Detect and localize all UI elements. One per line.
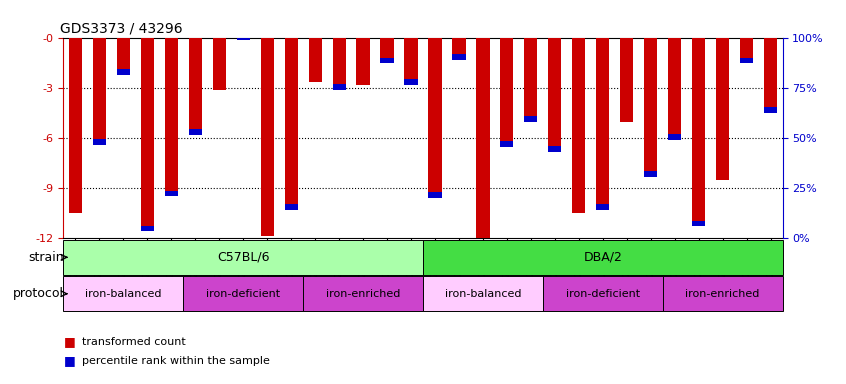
Bar (428, 38, 442, 198)
Bar (332, 84, 346, 90)
Bar (572, 38, 585, 213)
Bar (303, 276, 423, 311)
Bar (404, 79, 418, 85)
Bar (140, 226, 154, 232)
Bar (525, 38, 537, 122)
Bar (284, 204, 298, 210)
Text: iron-balanced: iron-balanced (85, 289, 162, 299)
Bar (117, 69, 130, 75)
Text: strain: strain (28, 251, 63, 264)
Bar (93, 38, 106, 145)
Bar (453, 54, 465, 60)
Text: iron-deficient: iron-deficient (566, 289, 640, 299)
Text: C57BL/6: C57BL/6 (217, 251, 270, 264)
Bar (692, 220, 706, 227)
Bar (525, 116, 537, 122)
Bar (356, 38, 370, 85)
Bar (184, 276, 303, 311)
Bar (237, 38, 250, 40)
Text: DBA/2: DBA/2 (584, 251, 622, 264)
Bar (63, 240, 423, 275)
Bar (93, 139, 106, 145)
Bar (63, 276, 184, 311)
Text: ■: ■ (63, 335, 75, 348)
Bar (500, 141, 514, 147)
Text: percentile rank within the sample: percentile rank within the sample (82, 356, 270, 366)
Bar (668, 134, 681, 140)
Text: ■: ■ (63, 354, 75, 367)
Bar (662, 276, 783, 311)
Bar (692, 38, 706, 227)
Bar (423, 240, 783, 275)
Text: protocol: protocol (13, 287, 63, 300)
Bar (740, 38, 753, 63)
Bar (453, 38, 465, 60)
Text: GDS3373 / 43296: GDS3373 / 43296 (60, 22, 183, 36)
Bar (381, 58, 393, 63)
Text: transformed count: transformed count (82, 337, 186, 347)
Bar (423, 276, 543, 311)
Bar (237, 34, 250, 40)
Bar (644, 38, 657, 177)
Bar (543, 276, 662, 311)
Bar (596, 204, 609, 210)
Bar (596, 38, 609, 210)
Bar (309, 38, 321, 82)
Bar (117, 38, 130, 75)
Text: iron-deficient: iron-deficient (206, 289, 280, 299)
Bar (764, 38, 777, 113)
Bar (69, 38, 82, 213)
Bar (500, 38, 514, 147)
Bar (381, 38, 393, 63)
Text: iron-balanced: iron-balanced (445, 289, 521, 299)
Bar (548, 38, 562, 152)
Text: iron-enriched: iron-enriched (685, 289, 760, 299)
Bar (165, 38, 178, 197)
Bar (189, 38, 202, 135)
Bar (428, 192, 442, 198)
Bar (740, 58, 753, 63)
Bar (189, 129, 202, 135)
Text: iron-enriched: iron-enriched (326, 289, 400, 299)
Bar (404, 38, 418, 85)
Bar (620, 38, 634, 122)
Bar (332, 38, 346, 90)
Bar (548, 146, 562, 152)
Bar (476, 38, 490, 238)
Bar (716, 38, 729, 180)
Bar (165, 191, 178, 197)
Bar (764, 108, 777, 113)
Bar (668, 38, 681, 140)
Bar (212, 38, 226, 90)
Bar (261, 38, 274, 237)
Bar (140, 38, 154, 232)
Bar (284, 38, 298, 210)
Bar (644, 171, 657, 177)
